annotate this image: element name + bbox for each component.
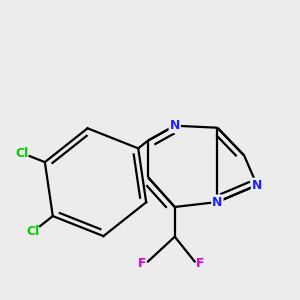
Text: F: F [196,257,205,270]
Text: N: N [169,119,180,132]
Text: F: F [138,257,146,270]
Text: Cl: Cl [15,147,28,160]
Text: N: N [252,179,262,192]
Text: N: N [212,196,223,208]
Text: Cl: Cl [27,225,40,238]
